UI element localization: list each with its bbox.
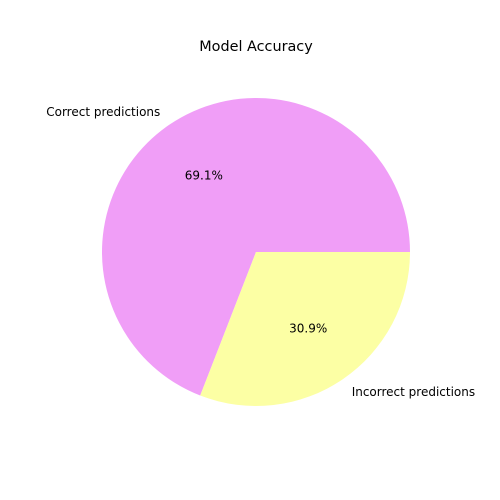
slice-percent-0: 69.1% [185, 169, 223, 183]
slice-percent-1: 30.9% [289, 321, 327, 335]
pie-slices [101, 98, 411, 407]
chart-title: Model Accuracy [199, 39, 313, 55]
pie-slice-1 [200, 252, 410, 407]
slice-label-0: Correct predictions [46, 105, 160, 119]
pie-labels: Correct predictions 69.1% Incorrect predic… [46, 105, 475, 399]
slice-label-1: Incorrect predictions [352, 385, 475, 399]
pie-slice-0 [101, 98, 411, 396]
